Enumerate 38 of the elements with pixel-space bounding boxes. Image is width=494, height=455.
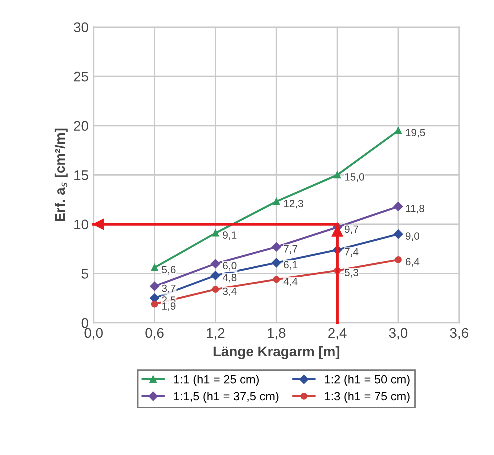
- y-tick-label: 15: [74, 170, 88, 180]
- y-tick-label: 30: [74, 22, 88, 32]
- y-tick-label: 20: [74, 121, 88, 132]
- data-label: 9,7: [345, 226, 358, 234]
- y-tick-label: 10: [74, 220, 88, 230]
- legend-label: 1:3 (h1 = 75 cm): [325, 392, 410, 403]
- data-label: 4,8: [222, 274, 237, 283]
- data-label: 11,8: [406, 205, 424, 214]
- data-label: 5,3: [344, 269, 359, 278]
- legend-label: 1:1,5 (h1 = 37,5 cm): [174, 392, 279, 403]
- y-tick-label: 0: [82, 318, 88, 328]
- data-label: 5,6: [162, 266, 176, 275]
- data-label: 9,1: [223, 232, 237, 240]
- x-tick-label: 1,8: [268, 328, 286, 340]
- data-label: 12,3: [284, 200, 304, 209]
- data-label: 15,0: [345, 173, 364, 182]
- x-tick-label: 1,2: [207, 328, 225, 340]
- data-label: 6,0: [223, 262, 237, 271]
- data-label: 4,4: [284, 278, 298, 287]
- y-tick-label: 25: [74, 72, 88, 82]
- x-tick-label: 3,0: [389, 328, 408, 340]
- legend-label: 1:2 (h1 = 50 cm): [325, 375, 410, 386]
- x-tick-label: 3,6: [450, 328, 468, 340]
- x-tick-label: 2,4: [328, 328, 347, 340]
- data-label: 7,4: [345, 248, 359, 257]
- data-label: 7,7: [284, 246, 298, 254]
- data-label: 6,4: [406, 258, 420, 267]
- y-tick-label: 5: [82, 269, 88, 279]
- data-label: 6,1: [284, 261, 298, 270]
- data-label: 9,0: [406, 232, 420, 242]
- x-axis-title: Länge Kragarm [m]: [214, 346, 340, 360]
- data-label: 19,5: [406, 129, 426, 138]
- data-label: 3,4: [223, 288, 237, 296]
- x-tick-label: 0,0: [84, 328, 103, 340]
- y-axis-title: Erf. a$_{s}$ [cm²/m]: [54, 128, 68, 222]
- data-label: 3,7: [162, 284, 176, 294]
- legend-label: 1:1 (h1 = 25 cm): [174, 375, 259, 386]
- x-tick-label: 0,6: [146, 328, 164, 340]
